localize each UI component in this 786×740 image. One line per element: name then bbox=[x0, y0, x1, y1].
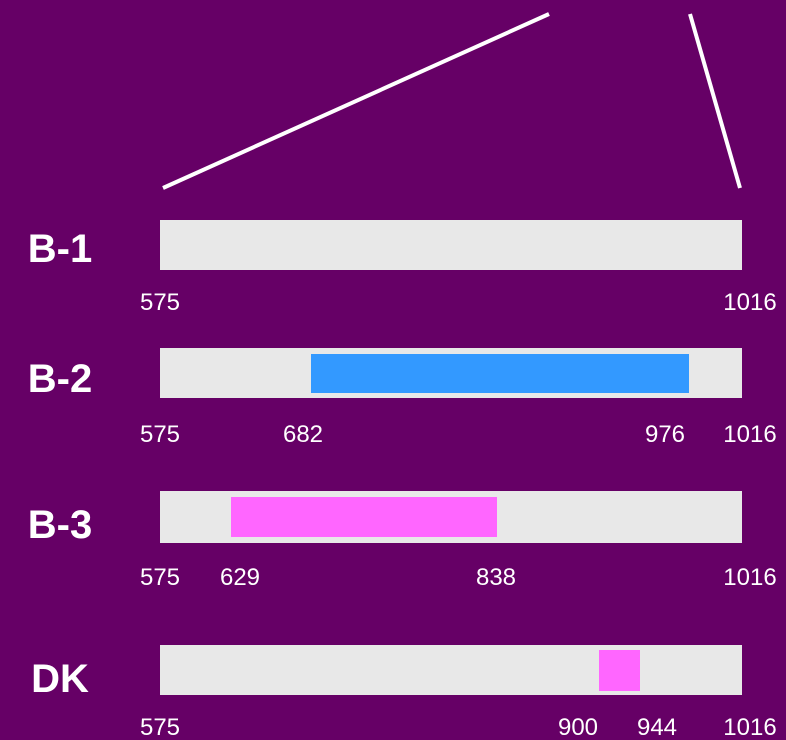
tick-b2-682: 682 bbox=[283, 421, 323, 448]
zoom-line-right bbox=[688, 13, 742, 189]
row-label-b1: B-1 bbox=[28, 227, 92, 271]
tick-dk-start: 575 bbox=[140, 714, 180, 740]
tick-b2-976: 976 bbox=[645, 421, 685, 448]
tick-b3-838: 838 bbox=[476, 564, 516, 591]
tick-dk-900: 900 bbox=[558, 714, 598, 740]
tick-dk-end: 1016 bbox=[723, 714, 776, 740]
row-b3: B-3 575 629 838 1016 bbox=[28, 491, 777, 591]
segment-b2 bbox=[311, 354, 689, 393]
tick-b2-end: 1016 bbox=[723, 421, 776, 448]
segment-dk bbox=[599, 650, 640, 691]
row-b2: B-2 575 682 976 1016 bbox=[28, 348, 777, 448]
segment-b3 bbox=[231, 497, 497, 537]
track-dk bbox=[160, 645, 742, 695]
zoom-line-left bbox=[162, 12, 550, 190]
row-label-dk: DK bbox=[31, 657, 89, 701]
tick-b2-start: 575 bbox=[140, 421, 180, 448]
tick-b3-629: 629 bbox=[220, 564, 260, 591]
tick-b1-start: 575 bbox=[140, 289, 180, 316]
tick-b3-end: 1016 bbox=[723, 564, 776, 591]
track-b1 bbox=[160, 220, 742, 270]
row-label-b3: B-3 bbox=[28, 503, 92, 547]
tick-b1-end: 1016 bbox=[723, 289, 776, 316]
row-label-b2: B-2 bbox=[28, 357, 92, 401]
tick-b3-start: 575 bbox=[140, 564, 180, 591]
row-b1: B-1 575 1016 bbox=[28, 220, 777, 316]
tick-dk-944: 944 bbox=[637, 714, 677, 740]
row-dk: DK 575 900 944 1016 bbox=[31, 645, 777, 740]
